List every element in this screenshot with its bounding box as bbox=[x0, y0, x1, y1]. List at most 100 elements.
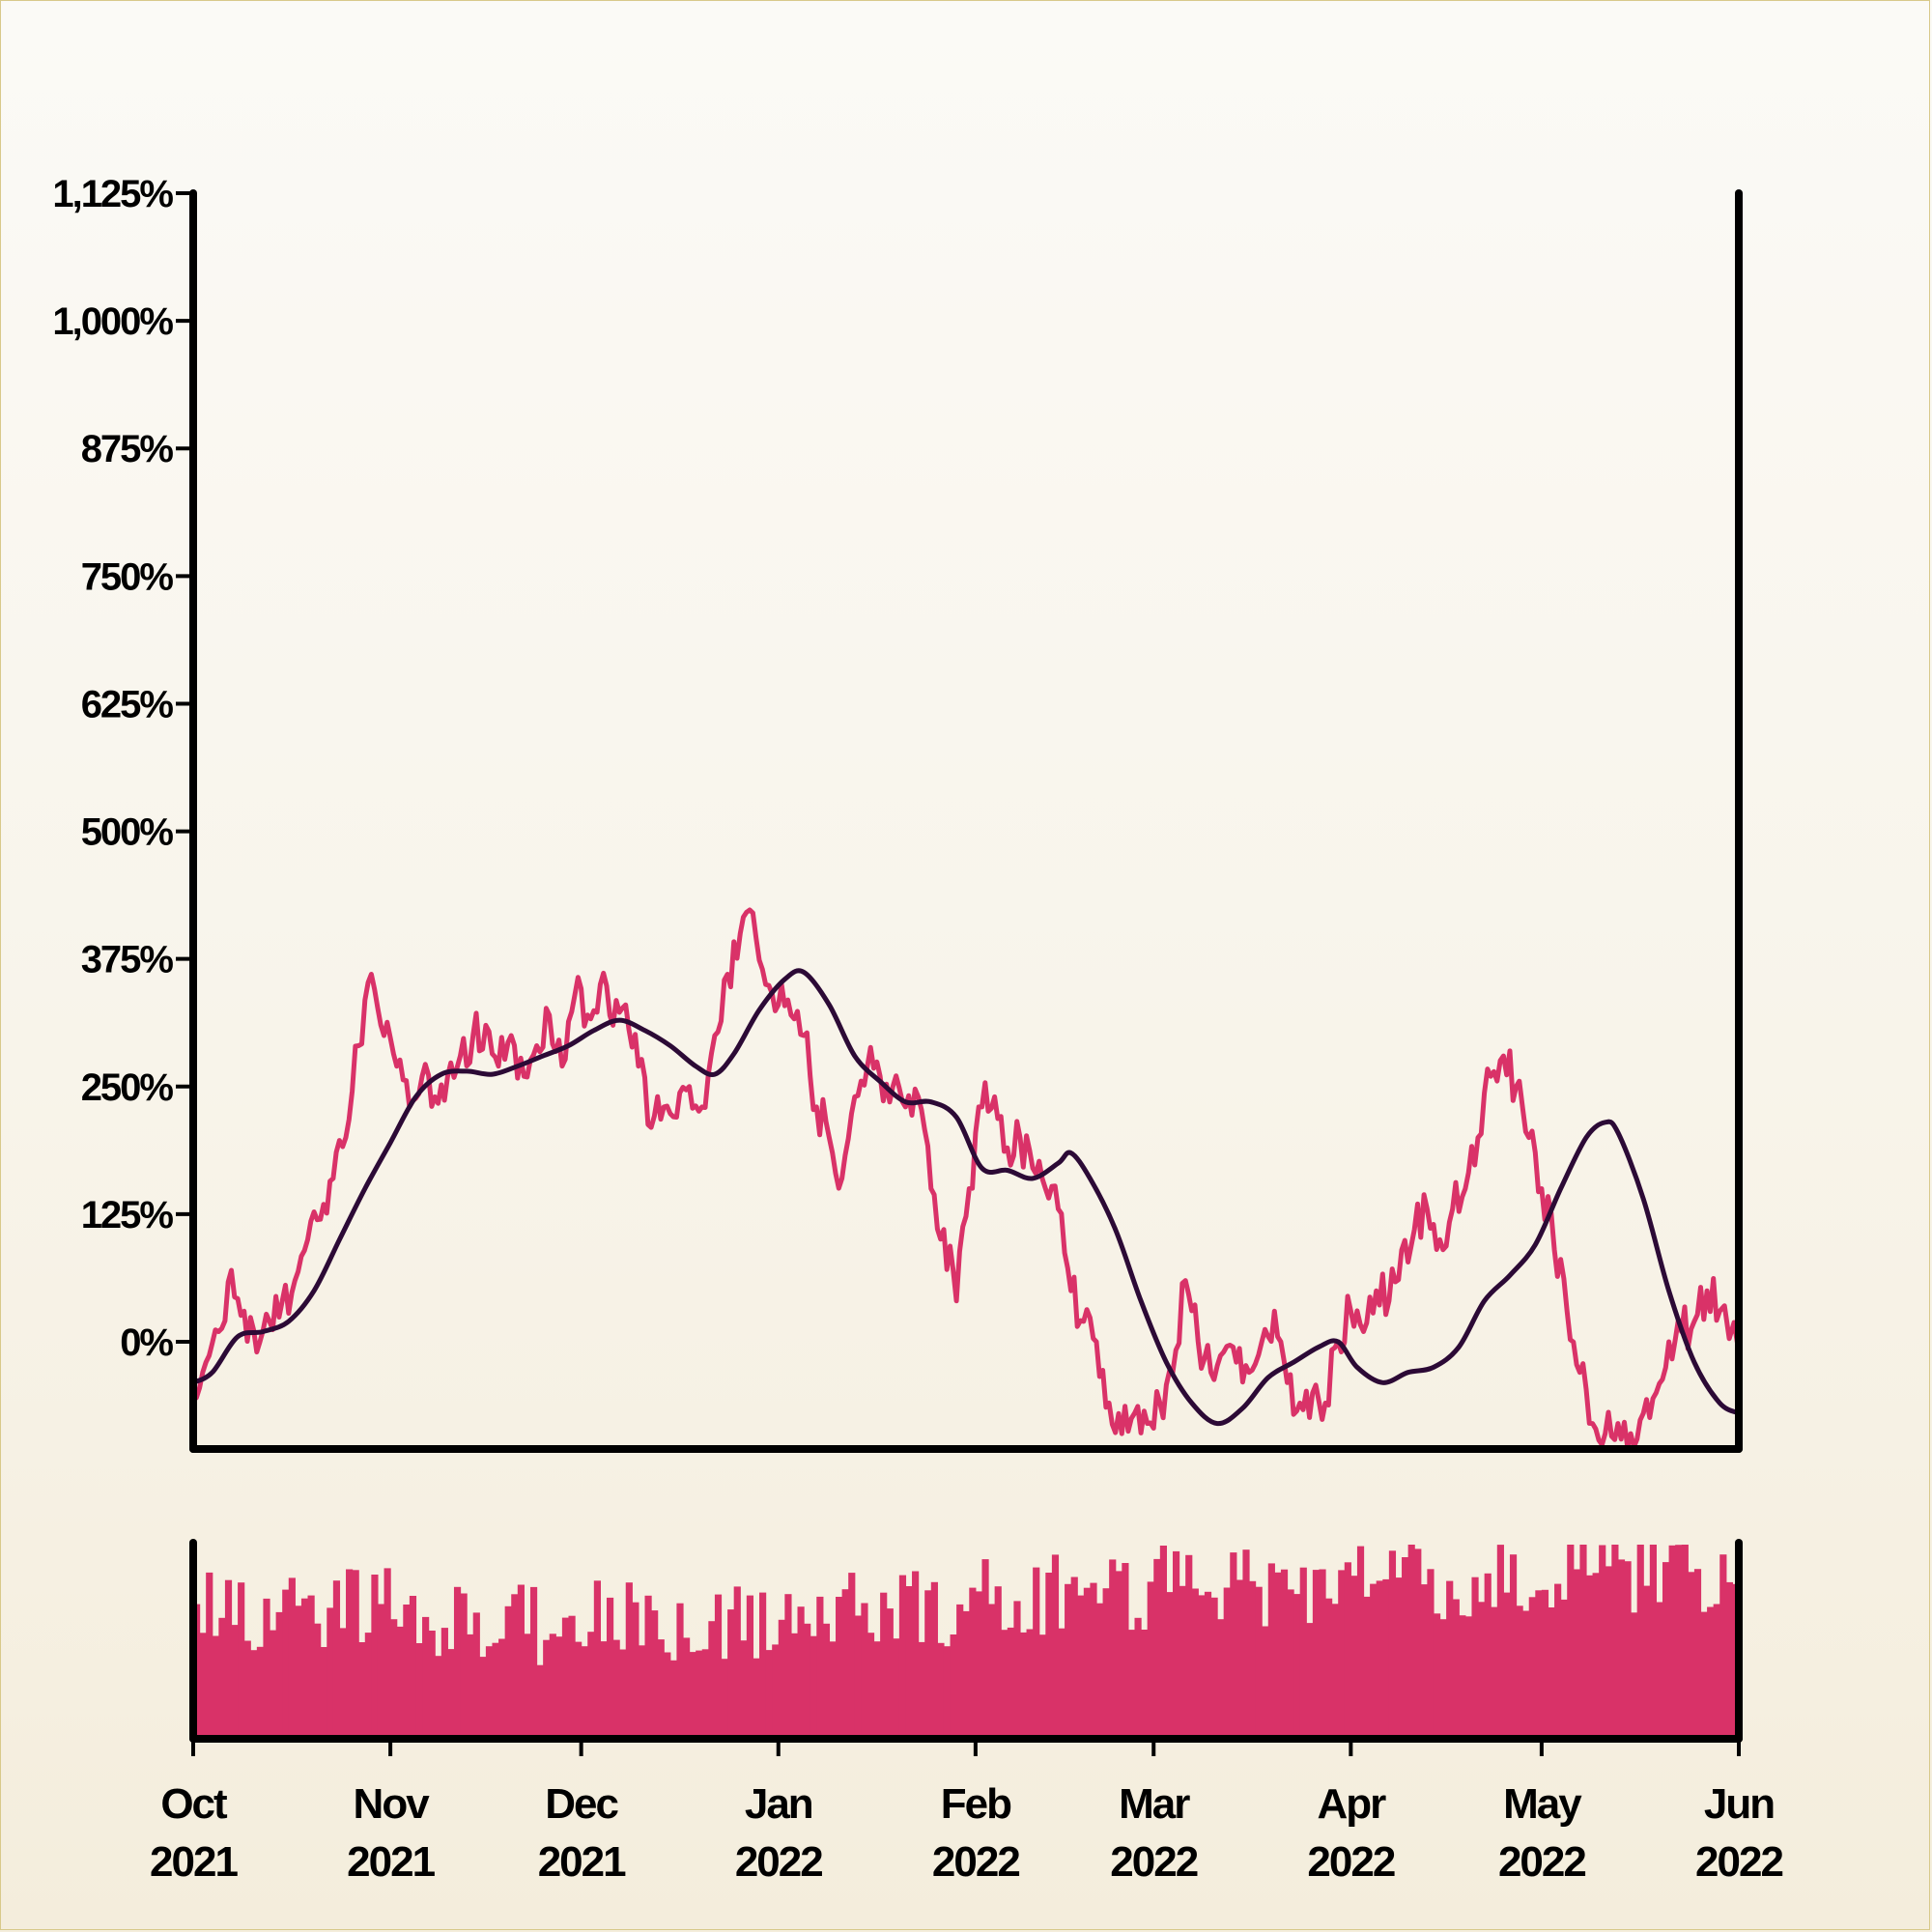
volume-bar bbox=[403, 1605, 411, 1739]
volume-bar bbox=[924, 1590, 932, 1739]
volume-bar bbox=[612, 1639, 620, 1739]
volume-bar bbox=[759, 1592, 767, 1739]
volume-bar bbox=[1038, 1634, 1046, 1739]
volume-bar bbox=[714, 1594, 723, 1739]
volume-bar bbox=[1179, 1585, 1186, 1739]
volume-bar bbox=[701, 1649, 709, 1739]
daily-series-line bbox=[190, 907, 1742, 1450]
volume-bar bbox=[1459, 1615, 1466, 1739]
volume-bar bbox=[1402, 1557, 1409, 1739]
volume-bar bbox=[384, 1568, 391, 1739]
volume-bar bbox=[988, 1604, 996, 1739]
volume-bar bbox=[669, 1660, 678, 1739]
volume-bar bbox=[1509, 1554, 1518, 1739]
volume-bar bbox=[1688, 1572, 1695, 1739]
volume-bar bbox=[1356, 1546, 1365, 1739]
x-tick-label-year: 2021 bbox=[347, 1838, 435, 1886]
volume-bar bbox=[270, 1630, 277, 1739]
volume-bar bbox=[1267, 1563, 1275, 1739]
volume-bar bbox=[606, 1597, 614, 1739]
volume-bar bbox=[632, 1602, 639, 1739]
volume-bar bbox=[1306, 1623, 1314, 1739]
volume-bar bbox=[1001, 1630, 1009, 1739]
volume-bar bbox=[517, 1584, 525, 1739]
volume-bar bbox=[218, 1617, 226, 1739]
volume-bar bbox=[1191, 1588, 1199, 1739]
volume-bar bbox=[1516, 1605, 1523, 1739]
volume-bar bbox=[1166, 1592, 1174, 1739]
volume-bar bbox=[529, 1586, 538, 1739]
volume-bar bbox=[295, 1605, 302, 1739]
y-tick-label: 0% bbox=[120, 1321, 173, 1364]
volume-bar bbox=[377, 1604, 385, 1739]
volume-bar bbox=[657, 1639, 665, 1739]
volume-bar bbox=[848, 1573, 856, 1739]
volume-bar bbox=[765, 1650, 773, 1739]
volume-bar bbox=[873, 1641, 881, 1739]
x-tick-label-month: May bbox=[1503, 1780, 1582, 1828]
volume-bar bbox=[346, 1569, 354, 1739]
moving-average-line bbox=[191, 968, 1741, 1427]
volume-bar bbox=[447, 1649, 455, 1739]
volume-bar bbox=[549, 1634, 556, 1739]
volume-bar bbox=[206, 1572, 213, 1739]
volume-bar bbox=[485, 1646, 494, 1739]
volume-bar bbox=[1095, 1603, 1104, 1739]
x-tick-label-month: Apr bbox=[1317, 1780, 1386, 1828]
x-tick-label-year: 2022 bbox=[1110, 1838, 1197, 1886]
volume-bar bbox=[593, 1580, 601, 1739]
volume-bar bbox=[1033, 1567, 1040, 1739]
volume-bar bbox=[1496, 1545, 1504, 1739]
volume-bar bbox=[1370, 1583, 1378, 1739]
volume-bar bbox=[1700, 1611, 1708, 1739]
volume-bar bbox=[282, 1589, 290, 1739]
volume-bar bbox=[854, 1615, 862, 1739]
volume-bar bbox=[352, 1570, 359, 1739]
volume-bar bbox=[1090, 1582, 1097, 1739]
volume-bar bbox=[1388, 1550, 1397, 1739]
x-tick-label-month: Jan bbox=[745, 1780, 812, 1828]
y-tick-label: 1,125% bbox=[52, 173, 173, 215]
volume-bar bbox=[981, 1559, 989, 1739]
volume-bar bbox=[300, 1598, 309, 1739]
volume-bar bbox=[1109, 1559, 1117, 1739]
volume-bar bbox=[422, 1616, 430, 1739]
volume-bar bbox=[428, 1631, 436, 1739]
volume-bar bbox=[1312, 1570, 1321, 1739]
volume-bar bbox=[524, 1634, 531, 1739]
volume-bar bbox=[1242, 1549, 1250, 1739]
volume-bar bbox=[975, 1591, 983, 1739]
volume-bar bbox=[1077, 1595, 1085, 1739]
volume-bar bbox=[708, 1621, 716, 1739]
volume-bar bbox=[568, 1615, 576, 1739]
volume-bar bbox=[1605, 1566, 1612, 1739]
volume-bar bbox=[390, 1619, 398, 1739]
volume-bar bbox=[1147, 1581, 1154, 1739]
volume-bar bbox=[994, 1586, 1002, 1739]
volume-bar bbox=[435, 1656, 442, 1739]
volume-bar bbox=[1051, 1554, 1060, 1739]
volume-bar bbox=[1019, 1632, 1028, 1739]
volume-bar bbox=[1350, 1576, 1358, 1739]
x-tick-label-year: 2022 bbox=[1498, 1838, 1585, 1886]
volume-bar bbox=[575, 1641, 582, 1739]
volume-bar bbox=[1560, 1599, 1568, 1739]
x-tick-label-year: 2021 bbox=[538, 1838, 626, 1886]
volume-bar bbox=[1065, 1583, 1072, 1739]
volume-bar bbox=[1287, 1589, 1294, 1739]
volume-bar bbox=[1280, 1569, 1289, 1739]
volume-bar bbox=[689, 1652, 696, 1739]
volume-bar bbox=[371, 1575, 379, 1739]
volume-bar bbox=[1707, 1606, 1715, 1739]
volume-bar bbox=[243, 1640, 251, 1739]
volume-bar bbox=[836, 1597, 843, 1739]
volume-bar bbox=[956, 1604, 964, 1739]
volume-bar bbox=[440, 1628, 448, 1739]
volume-bar bbox=[880, 1592, 888, 1739]
volume-bar bbox=[332, 1580, 341, 1739]
volume-bar bbox=[1668, 1545, 1676, 1739]
volume-bar bbox=[320, 1647, 327, 1739]
volume-bar bbox=[784, 1594, 792, 1739]
volume-bar bbox=[1058, 1628, 1065, 1739]
